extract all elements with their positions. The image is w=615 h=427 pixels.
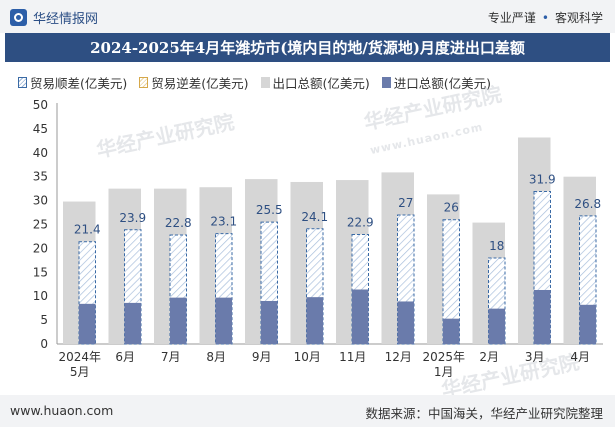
import-bar [124,302,141,344]
import-bar [215,297,232,344]
x-tick-label: 6月 [115,350,135,364]
surplus-data-label: 27 [398,196,413,210]
legend-swatch-surplus [18,76,27,88]
x-tick-label: 3月 [525,350,545,364]
y-tick-label: 0 [40,337,48,351]
y-tick-label: 40 [33,146,48,160]
x-tick-label: 2025年 [422,350,465,364]
x-tick-label: 8月 [206,350,226,364]
legend-label-import: 进口总额(亿美元) [393,75,492,91]
legend-item-import[interactable]: 进口总额(亿美元) [381,73,492,92]
y-tick-label: 45 [33,122,48,136]
x-tick-label: 10月 [294,350,321,364]
x-tick-label: 2024年 [58,350,101,364]
y-tick-label: 15 [33,265,48,279]
import-bar [261,300,278,344]
import-bar [170,297,187,344]
import-bar [306,297,323,344]
x-tick-label: 7月 [161,350,181,364]
legend-label-export: 出口总额(亿美元) [272,75,370,91]
legend-item-deficit[interactable]: 贸易逆差(亿美元) [139,73,249,92]
top-bar: 华经情报网 专业严谨 • 客观科学 [0,0,615,33]
surplus-data-label: 21.4 [74,223,101,237]
legend-item-surplus[interactable]: 贸易顺差(亿美元) [18,73,127,92]
import-bar [443,318,460,344]
chart-title: 2024-2025年4月年潍坊市(境内目的地/货源地)月度进出口差额 [90,39,525,57]
import-bar [579,304,596,344]
surplus-data-label: 26 [444,201,459,215]
brand-name: 华经情报网 [33,11,99,27]
y-tick-label: 30 [33,194,48,208]
x-tick-label: 1月 [434,365,454,379]
surplus-data-label: 24.1 [301,210,328,224]
y-tick-label: 5 [40,313,48,327]
surplus-data-label: 26.8 [574,197,601,211]
brand-logo-icon [10,8,27,26]
x-tick-label: 4月 [570,350,590,364]
y-tick-label: 25 [33,218,48,232]
tagline-separator: • [541,10,549,25]
surplus-data-label: 25.5 [256,203,283,217]
x-tick-label: 5月 [70,365,90,379]
chart-legend: 贸易顺差(亿美元) 贸易逆差(亿美元) 出口总额(亿美元) 进口总额(亿美元) [18,72,491,92]
y-tick-label: 50 [33,98,48,112]
import-bar [352,289,369,344]
tagline: 专业严谨 • 客观科学 [488,9,603,26]
legend-label-surplus: 贸易顺差(亿美元) [30,75,128,91]
surplus-data-label: 23.9 [119,211,146,225]
surplus-data-label: 18 [489,239,504,253]
import-bar [79,303,96,344]
import-bar [534,289,551,344]
surplus-data-label: 22.9 [347,216,374,230]
y-tick-label: 20 [33,241,48,255]
tagline-left: 专业严谨 [487,11,536,25]
footer: www.huaon.com 数据来源：中国海关，华经产业研究院整理 [0,395,615,427]
x-tick-label: 9月 [252,350,272,364]
legend-swatch-deficit [139,76,149,88]
y-tick-label: 10 [33,289,48,303]
x-tick-label: 12月 [385,350,412,364]
tagline-right: 客观科学 [554,11,603,25]
x-tick-label: 2月 [479,350,499,364]
import-bar [397,301,414,344]
footer-source: 数据来源：中国海关，华经产业研究院整理 [365,406,603,421]
title-bar: 2024-2025年4月年潍坊市(境内目的地/货源地)月度进出口差额 [5,33,610,62]
legend-swatch-export [260,76,270,88]
surplus-data-label: 22.8 [165,216,192,230]
surplus-bar [442,219,460,345]
surplus-data-label: 23.1 [210,215,237,229]
brand[interactable]: 华经情报网 [10,8,99,27]
legend-label-deficit: 贸易逆差(亿美元) [151,75,249,91]
x-tick-label: 11月 [339,350,366,364]
legend-item-export[interactable]: 出口总额(亿美元) [260,73,370,92]
surplus-data-label: 31.9 [529,173,556,187]
legend-swatch-import [381,76,391,88]
import-bar [488,308,505,344]
y-tick-label: 35 [33,170,48,184]
footer-url[interactable]: www.huaon.com [10,403,114,418]
